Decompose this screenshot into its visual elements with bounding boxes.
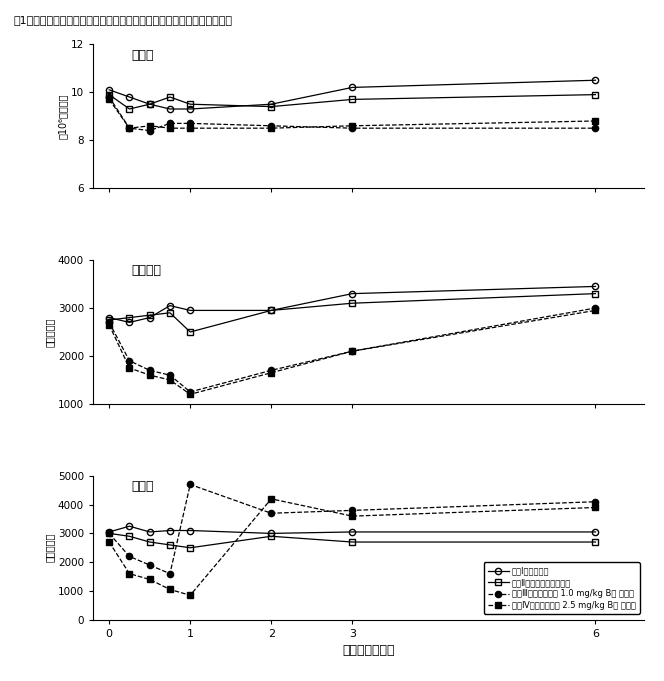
X-axis label: （処置後時間）: （処置後時間）	[342, 644, 395, 657]
Y-axis label: （10⁶個／㎣）: （10⁶個／㎣）	[58, 93, 68, 139]
Y-axis label: （個／㎣）: （個／㎣）	[45, 533, 55, 563]
Y-axis label: （個／㎣）: （個／㎣）	[45, 317, 55, 347]
Text: リンパ球: リンパ球	[131, 264, 161, 277]
Text: 好中球: 好中球	[131, 480, 154, 493]
Text: 図1：キシラジン投与による赤血球数，リンパ球数および好中球数の変動: 図1：キシラジン投与による赤血球数，リンパ球数および好中球数の変動	[13, 15, 232, 25]
Legend: 処置Ⅰ（無処理）, 処置Ⅱ（生理食塩水筋注）, 処置Ⅲ（キシラジン 1.0 mg/kg B筋 筋注）, 処理Ⅳ（キシラジン 2.5 mg/kg B筋 筋注）: 処置Ⅰ（無処理）, 処置Ⅱ（生理食塩水筋注）, 処置Ⅲ（キシラジン 1.0 mg…	[483, 563, 640, 614]
Text: 赤血球: 赤血球	[131, 48, 154, 61]
